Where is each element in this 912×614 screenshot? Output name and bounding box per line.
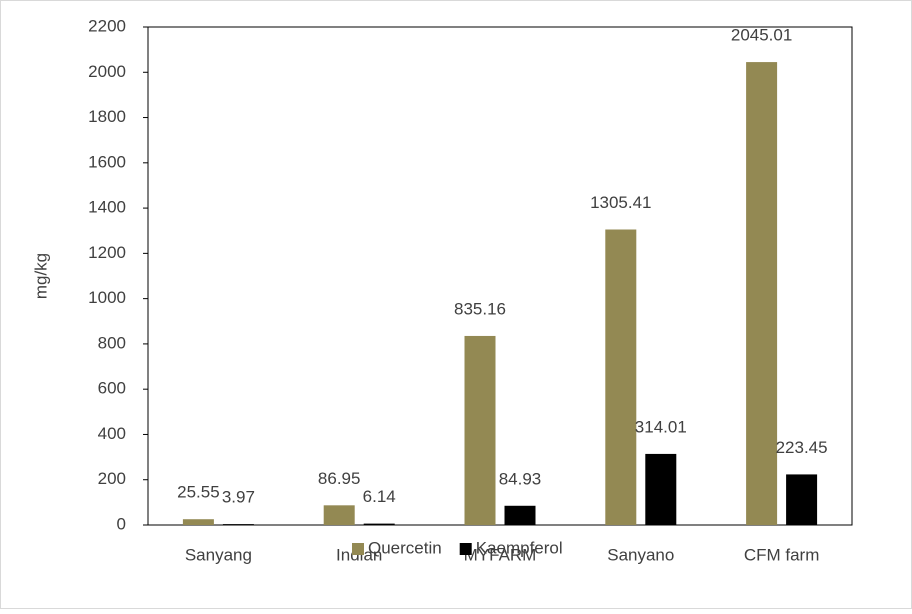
data-label: 314.01	[635, 417, 687, 436]
x-tick-label: Sanyano	[607, 545, 674, 564]
x-tick-label: Sanyang	[185, 545, 252, 564]
y-tick-label: 1600	[88, 152, 126, 171]
bar	[323, 505, 355, 525]
y-tick-label: 2000	[88, 62, 126, 81]
y-tick-label: 1400	[88, 198, 126, 217]
legend-swatch	[352, 543, 364, 555]
legend-label: Kaempferol	[476, 538, 563, 557]
data-label: 86.95	[318, 469, 361, 488]
y-tick-label: 200	[98, 469, 126, 488]
y-tick-label: 2200	[88, 16, 126, 35]
y-tick-label: 1200	[88, 243, 126, 262]
data-label: 84.93	[499, 469, 542, 488]
legend-label: Quercetin	[368, 538, 442, 557]
plot-frame	[147, 26, 853, 526]
data-label: 1305.41	[590, 193, 651, 212]
data-label: 3.97	[222, 488, 255, 507]
bar	[363, 523, 395, 525]
x-tick-label: MYFARM	[464, 545, 537, 564]
y-tick-label: 1000	[88, 288, 126, 307]
y-tick-label: 1800	[88, 107, 126, 126]
y-tick-label: 800	[98, 333, 126, 352]
data-label: 6.14	[363, 487, 396, 506]
bar	[645, 453, 677, 525]
bar	[504, 505, 536, 525]
bar	[222, 524, 254, 525]
data-label: 835.16	[454, 299, 506, 318]
bar	[182, 519, 214, 525]
y-tick-label: 0	[117, 514, 126, 533]
bar	[786, 474, 818, 525]
data-label: 25.55	[177, 483, 220, 502]
bar	[605, 229, 637, 526]
y-axis-label: mg/kg	[31, 253, 50, 299]
bar	[746, 62, 778, 525]
data-label: 2045.01	[731, 26, 792, 45]
legend-swatch	[459, 543, 472, 555]
bar	[464, 335, 496, 525]
data-label: 223.45	[776, 438, 828, 457]
y-tick-label: 600	[98, 379, 126, 398]
x-tick-label: CFM farm	[744, 545, 820, 564]
y-tick-label: 400	[98, 424, 126, 443]
